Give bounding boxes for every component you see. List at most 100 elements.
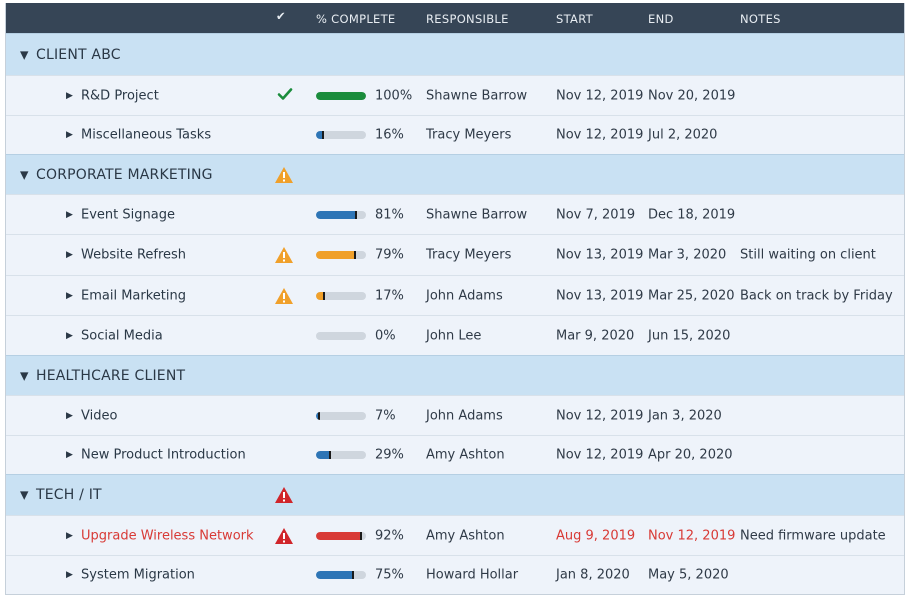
- progress-bar: [316, 571, 366, 579]
- expand-caret-icon[interactable]: ▶: [66, 209, 73, 220]
- responsible[interactable]: Amy Ashton: [426, 528, 505, 543]
- responsible[interactable]: Amy Ashton: [426, 447, 505, 463]
- pct-complete: 79%: [375, 247, 404, 263]
- start-date[interactable]: Nov 7, 2019: [556, 207, 636, 222]
- task-row[interactable]: ▶ New Product Introduction 29% Amy Ashton No…: [6, 435, 904, 474]
- progress-bar: [316, 291, 366, 300]
- expand-caret-icon[interactable]: ▶: [66, 570, 73, 580]
- end-date[interactable]: Mar 25, 2020: [648, 288, 735, 303]
- end-date[interactable]: Mar 3, 2020: [648, 247, 727, 263]
- warning-icon: [274, 165, 294, 185]
- task-name[interactable]: Social Media: [81, 328, 163, 343]
- end-header[interactable]: END: [648, 12, 674, 26]
- task-row[interactable]: ▶ Upgrade Wireless Network 92% Amy Ashton Au…: [6, 515, 904, 555]
- end-date[interactable]: May 5, 2020: [648, 567, 729, 583]
- responsible[interactable]: Shawne Barrow: [426, 88, 528, 103]
- group-name: HEALTHCARE CLIENT: [36, 367, 186, 384]
- task-name[interactable]: Email Marketing: [81, 288, 186, 303]
- task-row[interactable]: ▶ System Migration 75% Howard Hollar Jan 8, …: [6, 555, 904, 594]
- start-date[interactable]: Nov 12, 2019: [556, 447, 644, 463]
- progress-bar: [316, 210, 366, 219]
- responsible[interactable]: Howard Hollar: [426, 567, 519, 583]
- end-date[interactable]: Apr 20, 2020: [648, 447, 733, 463]
- warning-icon: [274, 245, 294, 265]
- start-date[interactable]: Nov 13, 2019: [556, 288, 644, 303]
- end-date[interactable]: Jul 2, 2020: [648, 127, 718, 143]
- progress-bar: [316, 531, 366, 540]
- start-date[interactable]: Nov 12, 2019: [556, 127, 644, 143]
- progress-fill: [316, 210, 357, 219]
- responsible[interactable]: John Adams: [426, 408, 503, 423]
- progress-fill: [316, 451, 331, 459]
- task-row[interactable]: ▶ Miscellaneous Tasks 16% Tracy Meyers Nov 1…: [6, 115, 904, 154]
- warning-icon: [274, 286, 294, 306]
- end-date[interactable]: Dec 18, 2019: [648, 207, 736, 222]
- task-name[interactable]: Upgrade Wireless Network: [81, 528, 254, 543]
- task-name[interactable]: Website Refresh: [81, 247, 187, 263]
- pct-complete: 16%: [375, 127, 404, 143]
- responsible[interactable]: John Adams: [426, 288, 503, 303]
- pct-complete: 7%: [375, 408, 396, 423]
- group-name: CORPORATE MARKETING: [36, 166, 213, 183]
- progress-bar: [316, 411, 366, 420]
- group-row-corporate-marketing[interactable]: ▼ CORPORATE MARKETING: [6, 154, 904, 194]
- task-row[interactable]: ▶ Event Signage 81% Shawne Barrow Nov 7, 201…: [6, 194, 904, 234]
- task-name[interactable]: Video: [81, 408, 118, 423]
- start-header[interactable]: START: [556, 12, 593, 26]
- group-row-client-abc[interactable]: ▼ CLIENT ABC: [6, 33, 904, 75]
- notes[interactable]: Need firmware update: [740, 528, 886, 543]
- start-date[interactable]: Nov 12, 2019: [556, 88, 644, 103]
- start-date[interactable]: Jan 8, 2020: [556, 567, 630, 583]
- pct-complete-header[interactable]: % COMPLETE: [316, 12, 396, 26]
- task-row[interactable]: ▶ Social Media 0% John Lee Mar 9, 2020 Jun 15…: [6, 315, 904, 355]
- group-row-tech-it[interactable]: ▼ TECH / IT: [6, 474, 904, 515]
- end-date[interactable]: Nov 20, 2019: [648, 88, 736, 103]
- end-date[interactable]: Nov 12, 2019: [648, 528, 736, 543]
- task-row[interactable]: ▶ Email Marketing 17% John Adams Nov 13, 201…: [6, 275, 904, 315]
- notes[interactable]: Still waiting on client: [740, 247, 876, 263]
- task-name[interactable]: System Migration: [81, 567, 195, 583]
- task-row[interactable]: ▶ Video 7% John Adams Nov 12, 2019 Jan 3, 202…: [6, 395, 904, 435]
- start-date[interactable]: Nov 13, 2019: [556, 247, 644, 263]
- done-column-check-icon[interactable]: ✔: [276, 9, 286, 23]
- task-row[interactable]: ▶ R&D Project 100% Shawne Barrow Nov 12, 201…: [6, 75, 904, 115]
- task-row[interactable]: ▶ Website Refresh 79% Tracy Meyers Nov 13, 2…: [6, 234, 904, 275]
- collapse-caret-icon[interactable]: ▼: [20, 168, 29, 181]
- expand-caret-icon[interactable]: ▶: [66, 90, 73, 101]
- task-name[interactable]: New Product Introduction: [81, 447, 246, 463]
- expand-caret-icon[interactable]: ▶: [66, 530, 73, 541]
- group-name: CLIENT ABC: [36, 46, 121, 63]
- expand-caret-icon[interactable]: ▶: [66, 330, 73, 341]
- responsible[interactable]: Tracy Meyers: [426, 247, 512, 263]
- project-sheet: ✔ % COMPLETE RESPONSIBLE START END NOTES…: [5, 3, 905, 595]
- expand-caret-icon[interactable]: ▶: [66, 290, 73, 301]
- end-date[interactable]: Jun 15, 2020: [648, 328, 731, 343]
- task-name[interactable]: Miscellaneous Tasks: [81, 127, 212, 143]
- start-date[interactable]: Aug 9, 2019: [556, 528, 636, 543]
- task-name[interactable]: Event Signage: [81, 207, 175, 222]
- collapse-caret-icon[interactable]: ▼: [20, 488, 29, 502]
- responsible[interactable]: John Lee: [426, 328, 482, 343]
- expand-caret-icon[interactable]: ▶: [66, 450, 73, 460]
- collapse-caret-icon[interactable]: ▼: [20, 369, 29, 382]
- responsible[interactable]: Tracy Meyers: [426, 127, 512, 143]
- collapse-caret-icon[interactable]: ▼: [20, 48, 29, 61]
- task-name[interactable]: R&D Project: [81, 88, 159, 103]
- notes-header[interactable]: NOTES: [740, 12, 781, 26]
- progress-bar: [316, 91, 366, 100]
- expand-caret-icon[interactable]: ▶: [66, 410, 73, 421]
- notes[interactable]: Back on track by Friday: [740, 288, 893, 303]
- pct-complete: 0%: [375, 328, 396, 343]
- responsible-header[interactable]: RESPONSIBLE: [426, 12, 509, 26]
- progress-bar: [316, 451, 366, 459]
- end-date[interactable]: Jan 3, 2020: [648, 408, 722, 423]
- progress-bar: [316, 131, 366, 139]
- start-date[interactable]: Mar 9, 2020: [556, 328, 635, 343]
- start-date[interactable]: Nov 12, 2019: [556, 408, 644, 423]
- expand-caret-icon[interactable]: ▶: [66, 130, 73, 140]
- expand-caret-icon[interactable]: ▶: [66, 250, 73, 260]
- group-row-healthcare-client[interactable]: ▼ HEALTHCARE CLIENT: [6, 355, 904, 395]
- responsible[interactable]: Shawne Barrow: [426, 207, 528, 222]
- pct-complete: 17%: [375, 288, 404, 303]
- pct-complete: 75%: [375, 567, 404, 583]
